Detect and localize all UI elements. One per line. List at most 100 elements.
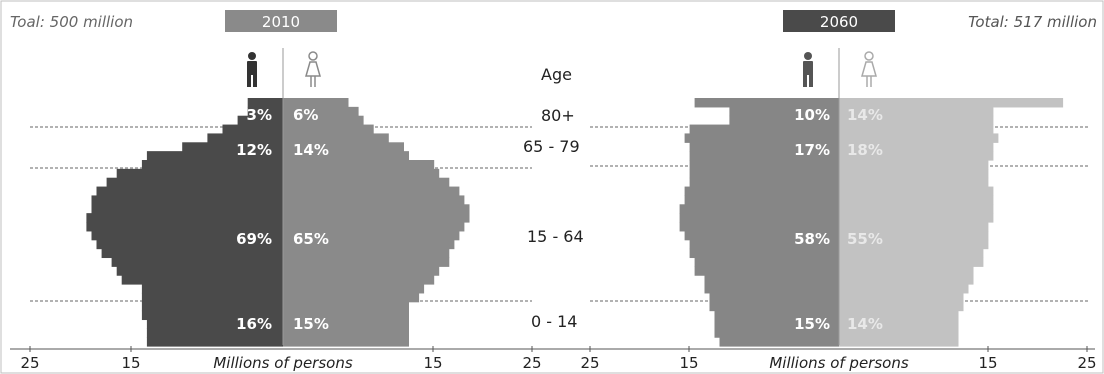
age-heading: Age [541, 65, 572, 84]
female-bar [839, 168, 989, 179]
x-tick-label: 25 [522, 354, 541, 372]
female-bar [283, 301, 409, 312]
male-figure-icon [803, 52, 813, 87]
male-bar [709, 301, 839, 312]
left-total-label: Toal: 500 million [10, 13, 133, 31]
x-tick-label: 25 [1077, 354, 1096, 372]
female-bar [839, 284, 969, 294]
male-bar [689, 124, 839, 135]
female-bar [283, 284, 425, 294]
pyramid-2060-bars [679, 98, 1064, 347]
male-figure-icon [247, 52, 257, 87]
female-pct-2010-0-14: 15% [293, 315, 329, 333]
female-bar [283, 177, 450, 188]
male-bar [679, 204, 839, 214]
year-badge-2010 [225, 10, 337, 32]
female-pct-2060-15-64: 55% [847, 230, 883, 248]
age-label-65-79: 65 - 79 [523, 137, 580, 156]
female-bar [839, 248, 984, 259]
male-bar [679, 222, 839, 232]
female-bar [283, 266, 440, 276]
male-bar [146, 337, 283, 347]
male-bar [729, 115, 839, 126]
female-bar [839, 106, 994, 117]
male-bar [116, 168, 283, 179]
male-bar [694, 98, 839, 108]
female-bar [839, 310, 959, 321]
female-bar [839, 133, 999, 143]
male-bar [684, 230, 839, 241]
male-bar [207, 133, 283, 143]
male-pct-2060-0-14: 15% [794, 315, 830, 333]
age-label-15-64: 15 - 64 [527, 227, 584, 246]
male-bar [247, 106, 283, 117]
female-bar [839, 124, 994, 135]
female-bar [283, 142, 404, 152]
female-bar [839, 328, 959, 338]
male-bar [689, 142, 839, 152]
female-bar [839, 213, 994, 223]
male-pct-2010-80-plus: 3% [247, 106, 272, 124]
male-bar [116, 266, 283, 276]
female-bar [283, 115, 364, 126]
age-label-80-plus: 80+ [541, 106, 575, 125]
x-tick-label: 25 [20, 354, 39, 372]
female-bar [283, 230, 460, 241]
female-bar [283, 168, 440, 179]
female-bar [839, 151, 994, 161]
female-pct-2010-65-79: 14% [293, 141, 329, 159]
female-bar [283, 98, 349, 108]
male-bar [146, 319, 283, 329]
male-pct-2010-0-14: 16% [236, 315, 272, 333]
male-pct-2010-65-79: 12% [236, 141, 272, 159]
female-bar [283, 239, 455, 250]
female-bar [839, 177, 989, 188]
male-bar [141, 284, 283, 294]
x-tick-label: 15 [978, 354, 997, 372]
male-bar [141, 301, 283, 312]
year-label-2060: 2060 [820, 13, 858, 31]
male-bar [141, 310, 283, 321]
female-bar [839, 142, 994, 152]
male-bar [141, 160, 283, 170]
male-bar [96, 186, 283, 197]
male-bar [121, 275, 283, 285]
female-bar [839, 301, 964, 312]
female-bar [283, 186, 460, 197]
female-bar [283, 275, 435, 285]
female-bar [839, 204, 994, 214]
year-badge-2060 [783, 10, 895, 32]
male-pct-2060-15-64: 58% [794, 230, 830, 248]
male-bar [182, 142, 283, 152]
male-bar [86, 222, 284, 232]
male-bar [684, 186, 839, 197]
male-bar [146, 151, 283, 161]
male-bar [729, 106, 839, 117]
female-bar [283, 124, 374, 135]
x-axis-title-left: Millions of persons [213, 354, 353, 372]
male-pct-2010-15-64: 69% [236, 230, 272, 248]
x-tick-label: 15 [679, 354, 698, 372]
x-tick-label: 15 [121, 354, 140, 372]
female-bar [283, 248, 450, 259]
x-tick-label: 15 [423, 354, 442, 372]
male-bar [684, 195, 839, 205]
female-pct-2010-15-64: 65% [293, 230, 329, 248]
female-bar [283, 213, 470, 223]
male-bar [704, 275, 839, 285]
age-label-0-14: 0 - 14 [531, 312, 577, 331]
male-bar [709, 292, 839, 303]
male-bar [96, 239, 283, 250]
female-bar [283, 133, 389, 143]
female-bar [839, 292, 964, 303]
male-bar [106, 177, 283, 188]
male-bar [91, 230, 283, 241]
female-bar [283, 337, 409, 347]
male-bar [222, 124, 283, 135]
male-bar [101, 248, 283, 259]
female-bar [283, 106, 359, 117]
female-bar [839, 266, 974, 276]
female-bar [839, 239, 989, 250]
female-bar [283, 195, 465, 205]
male-bar [247, 98, 283, 108]
